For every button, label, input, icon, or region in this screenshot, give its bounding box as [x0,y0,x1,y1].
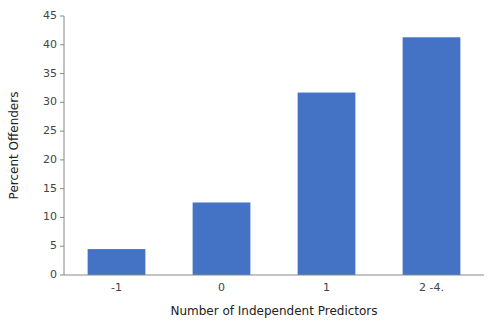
x-tick-label: 0 [218,281,225,294]
y-tick [60,188,64,189]
y-tick [60,275,64,276]
y-tick-label: 20 [43,153,57,166]
y-axis-title: Percent Offenders [7,92,21,200]
y-tick-label: 35 [43,67,57,80]
y-tick-label: 45 [43,9,57,22]
y-tick [60,217,64,218]
y-tick-label: 0 [50,268,57,281]
chart-svg: 0 5 10 15 20 25 30 35 40 45 -1 0 1 2 -4. Number of Ind… [0,0,500,327]
y-tick [60,102,64,103]
bar [403,37,461,275]
x-tick-label: 2 -4. [419,281,444,294]
x-axis-title: Number of Independent Predictors [170,304,377,318]
y-tick [60,16,64,17]
y-tick-label: 10 [43,210,57,223]
y-axis-line [64,16,65,275]
x-tick-label: -1 [111,281,122,294]
bar [193,202,251,275]
x-tick-label: 1 [323,281,330,294]
y-tick-label: 25 [43,124,57,137]
y-tick [60,159,64,160]
bars [88,37,461,275]
y-tick-label: 30 [43,95,57,108]
bar [298,93,356,275]
bar [88,249,146,275]
y-tick [60,246,64,247]
y-tick [60,73,64,74]
axes: 0 5 10 15 20 25 30 35 40 45 -1 0 1 2 -4. [43,9,484,294]
chart-container: 0 5 10 15 20 25 30 35 40 45 -1 0 1 2 -4. Number of Ind… [0,0,500,327]
y-tick-label: 15 [43,182,57,195]
y-tick [60,131,64,132]
y-tick [60,44,64,45]
y-tick-label: 40 [43,38,57,51]
y-tick-label: 5 [50,239,57,252]
x-axis-line [64,275,484,276]
